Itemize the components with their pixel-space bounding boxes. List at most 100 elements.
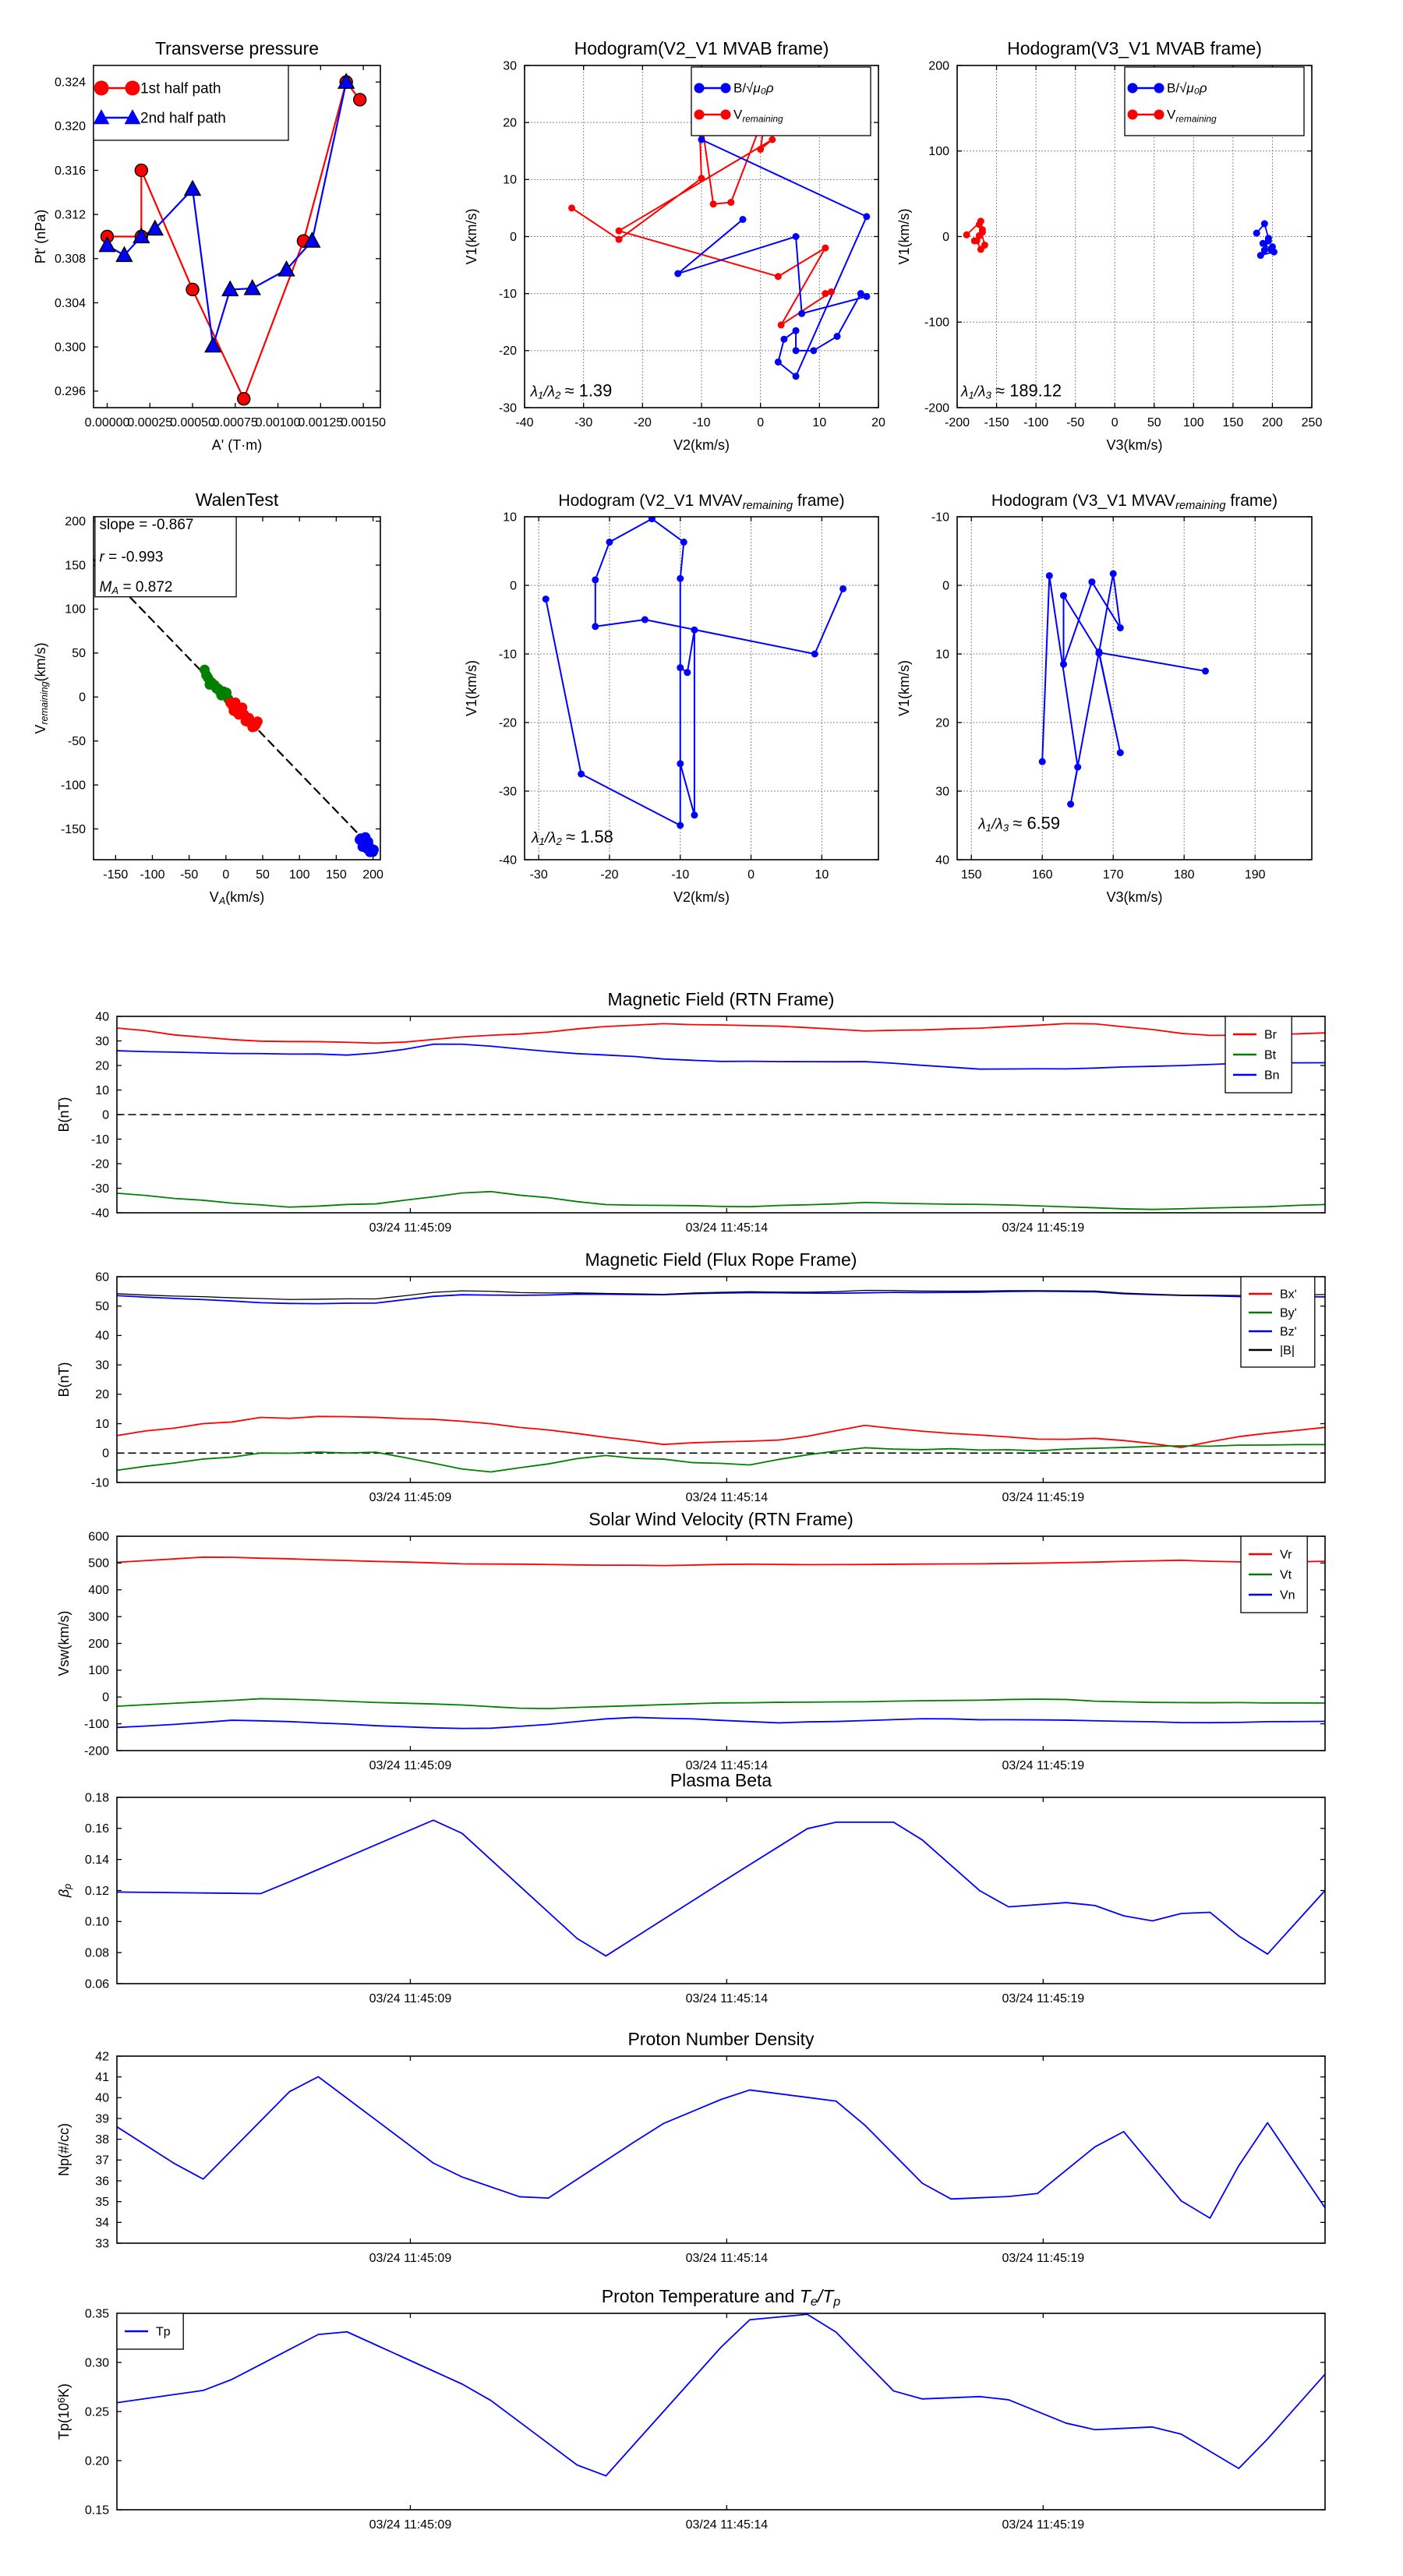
svg-text:-30: -30 [91,1182,109,1196]
svg-text:20: 20 [503,116,517,129]
svg-text:150: 150 [1223,416,1244,429]
svg-text:Proton Temperature and Te/Tp: Proton Temperature and Te/Tp [602,2286,840,2309]
svg-text:160: 160 [1032,868,1053,882]
svg-text:03/24 11:45:09: 03/24 11:45:09 [369,1221,452,1235]
svg-text:0: 0 [942,231,949,244]
svg-text:0.35: 0.35 [85,2307,109,2320]
svg-text:100: 100 [65,603,86,617]
svg-text:03/24 11:45:19: 03/24 11:45:19 [1002,1221,1085,1235]
svg-text:03/24 11:45:19: 03/24 11:45:19 [1002,2518,1085,2532]
svg-text:-30: -30 [530,868,548,882]
svg-text:03/24 11:45:14: 03/24 11:45:14 [686,1221,769,1235]
svg-text:Tp(106K): Tp(106K) [56,2383,72,2440]
svg-text:100: 100 [1183,416,1204,429]
svg-text:Bn: Bn [1264,1069,1280,1082]
svg-text:10: 10 [95,1084,109,1097]
svg-text:30: 30 [95,1035,109,1048]
svg-text:0: 0 [102,1691,109,1705]
svg-text:150: 150 [961,868,982,882]
svg-text:0.06: 0.06 [85,1977,109,1991]
svg-text:300: 300 [88,1610,109,1624]
svg-text:λ1/λ3 ≈ 189.12: λ1/λ3 ≈ 189.12 [960,381,1062,401]
svg-text:V2(km/s): V2(km/s) [673,437,730,453]
svg-text:Bt: Bt [1264,1048,1277,1062]
svg-text:0.00125: 0.00125 [298,416,343,429]
svg-text:Vn: Vn [1280,1588,1295,1602]
svg-text:0: 0 [79,691,86,705]
svg-text:40: 40 [95,1330,109,1343]
svg-text:50: 50 [72,647,86,660]
svg-text:-50: -50 [180,868,198,882]
svg-text:170: 170 [1103,868,1124,882]
svg-text:Bz': Bz' [1280,1325,1297,1338]
svg-text:0.304: 0.304 [55,297,86,310]
svg-text:0.00000: 0.00000 [85,416,130,429]
svg-text:-10: -10 [931,511,949,524]
svg-text:41: 41 [95,2071,109,2084]
svg-text:-20: -20 [499,345,517,358]
svg-text:V3(km/s): V3(km/s) [1107,437,1163,453]
svg-text:MA = 0.872: MA = 0.872 [100,579,173,596]
svg-text:40: 40 [95,1010,109,1023]
svg-text:Hodogram (V2_V1 MVAVremaining: Hodogram (V2_V1 MVAVremaining frame) [558,492,844,512]
svg-text:10: 10 [503,511,517,524]
svg-text:-20: -20 [499,716,517,730]
svg-text:40: 40 [95,2092,109,2105]
svg-text:0.00075: 0.00075 [213,416,258,429]
svg-text:V1(km/s): V1(km/s) [896,660,912,716]
svg-text:03/24 11:45:14: 03/24 11:45:14 [686,2518,769,2532]
svg-text:37: 37 [95,2154,109,2168]
svg-text:-30: -30 [499,401,517,415]
svg-text:Proton Number Density: Proton Number Density [627,2029,815,2049]
svg-text:Pt' (nPa): Pt' (nPa) [33,210,48,263]
svg-text:35: 35 [95,2196,109,2209]
svg-text:10: 10 [503,174,517,187]
svg-text:60: 60 [95,1270,109,1284]
svg-text:03/24 11:45:19: 03/24 11:45:19 [1002,1992,1085,2005]
svg-text:0.15: 0.15 [85,2504,109,2517]
svg-text:50: 50 [1147,416,1161,429]
svg-text:0.00050: 0.00050 [170,416,215,429]
svg-text:0.10: 0.10 [85,1916,109,1929]
svg-text:Np(#/cc): Np(#/cc) [56,2123,72,2176]
svg-text:By': By' [1280,1306,1297,1320]
svg-text:-30: -30 [574,416,592,429]
svg-text:Hodogram(V2_V1 MVAB frame): Hodogram(V2_V1 MVAB frame) [574,38,829,58]
svg-text:-10: -10 [692,416,710,429]
svg-text:30: 30 [935,785,949,798]
svg-text:-200: -200 [924,401,949,415]
svg-text:10: 10 [935,648,949,661]
svg-text:0.00025: 0.00025 [127,416,172,429]
svg-text:B/√μ₀ρ: B/√μ₀ρ [1167,81,1207,96]
svg-text:03/24 11:45:09: 03/24 11:45:09 [369,1992,452,2005]
svg-text:Hodogram(V3_V1 MVAB frame): Hodogram(V3_V1 MVAB frame) [1007,38,1262,58]
svg-text:200: 200 [362,868,383,882]
svg-text:Transverse pressure: Transverse pressure [155,38,319,58]
svg-text:0.320: 0.320 [55,120,86,133]
svg-text:0.20: 0.20 [85,2454,109,2468]
svg-text:0.16: 0.16 [85,1822,109,1836]
svg-text:-150: -150 [984,416,1009,429]
svg-text:0: 0 [102,1447,109,1461]
svg-text:-20: -20 [91,1157,109,1171]
svg-text:33: 33 [95,2237,109,2250]
svg-text:0.18: 0.18 [85,1791,109,1804]
svg-text:200: 200 [88,1638,109,1651]
svg-text:-50: -50 [1066,416,1084,429]
svg-text:-10: -10 [671,868,689,882]
svg-text:V1(km/s): V1(km/s) [896,209,912,265]
svg-text:0.312: 0.312 [55,208,86,221]
svg-text:0.316: 0.316 [55,164,86,178]
svg-text:400: 400 [88,1584,109,1597]
svg-text:0: 0 [510,579,517,592]
svg-text:20: 20 [95,1059,109,1072]
svg-text:A' (T·m): A' (T·m) [212,437,262,453]
svg-text:10: 10 [812,416,826,429]
svg-text:0: 0 [510,231,517,244]
svg-text:-100: -100 [61,779,86,792]
svg-text:0.296: 0.296 [55,385,86,398]
svg-text:-40: -40 [499,853,517,867]
svg-text:34: 34 [95,2217,109,2230]
svg-text:03/24 11:45:09: 03/24 11:45:09 [369,1491,452,1504]
svg-text:Plasma Beta: Plasma Beta [670,1770,772,1790]
